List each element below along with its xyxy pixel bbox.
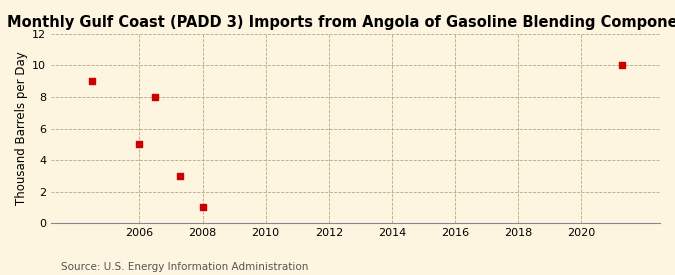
- Text: Source: U.S. Energy Information Administration: Source: U.S. Energy Information Administ…: [61, 262, 308, 271]
- Point: [617, 63, 628, 68]
- Point: [150, 95, 161, 99]
- Point: [87, 79, 98, 83]
- Title: Monthly Gulf Coast (PADD 3) Imports from Angola of Gasoline Blending Components: Monthly Gulf Coast (PADD 3) Imports from…: [7, 15, 675, 30]
- Point: [134, 142, 145, 147]
- Point: [175, 174, 186, 178]
- Point: [197, 205, 208, 210]
- Y-axis label: Thousand Barrels per Day: Thousand Barrels per Day: [15, 52, 28, 205]
